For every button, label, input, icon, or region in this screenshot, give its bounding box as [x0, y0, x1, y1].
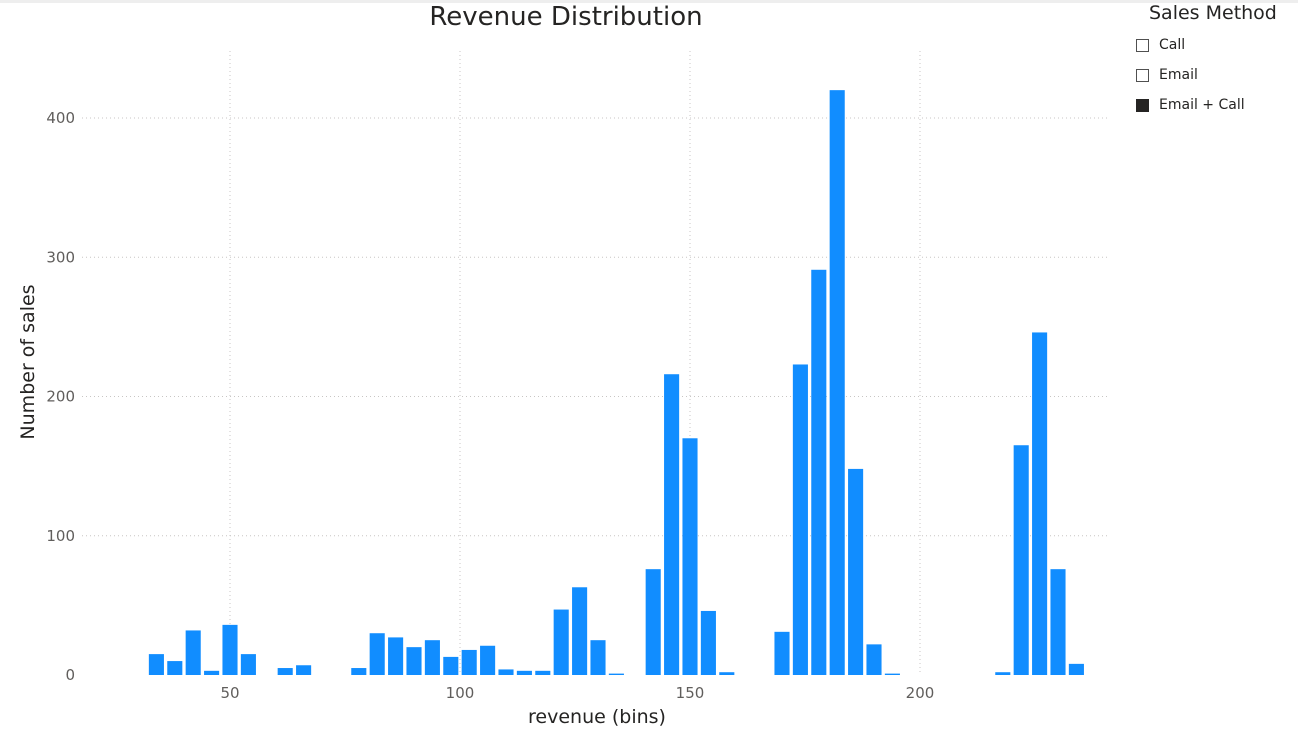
histogram-bar: [535, 670, 551, 675]
histogram-bar: [995, 672, 1011, 675]
legend-item-call[interactable]: Call: [1136, 30, 1296, 60]
histogram-bar: [1068, 663, 1084, 675]
legend-label-email-call: Email + Call: [1159, 97, 1245, 113]
top-edge: [0, 0, 1298, 3]
histogram-bar: [516, 670, 532, 675]
legend-item-email[interactable]: Email: [1136, 60, 1296, 90]
histogram-bar: [461, 649, 477, 675]
histogram-bar: [884, 673, 900, 675]
grid-layer: [82, 51, 1110, 675]
histogram-bar: [682, 438, 698, 675]
x-tick-label: 200: [906, 684, 935, 702]
histogram-bar: [424, 640, 440, 675]
histogram-bar: [645, 569, 661, 675]
y-tick-label: 400: [46, 109, 75, 127]
y-axis-title: Number of sales: [17, 284, 39, 440]
checkbox-email-call[interactable]: [1136, 98, 1149, 112]
x-tick-label: 50: [220, 684, 239, 702]
histogram-bar: [406, 647, 422, 675]
histogram-bar: [369, 633, 385, 675]
bar-layer: [148, 90, 1084, 675]
histogram-bar: [848, 468, 864, 675]
y-tick-label: 0: [65, 666, 75, 684]
histogram-bar: [572, 587, 588, 675]
x-axis-title: revenue (bins): [528, 706, 666, 728]
histogram-bar: [719, 672, 735, 675]
histogram-bar: [700, 610, 716, 675]
x-tick-label: 100: [446, 684, 475, 702]
histogram-bar: [185, 630, 201, 675]
histogram-bar: [664, 374, 680, 675]
histogram-bar: [167, 661, 183, 675]
tick-label-layer: 0 100 200 300 400 50 100 150 200: [46, 109, 934, 702]
legend-label-call: Call: [1159, 37, 1186, 53]
y-tick-label: 200: [46, 388, 75, 406]
checkbox-call[interactable]: [1136, 38, 1149, 52]
y-tick-label: 300: [46, 248, 75, 266]
histogram-bar: [296, 665, 312, 675]
x-tick-label: 150: [676, 684, 705, 702]
histogram-bar: [388, 637, 404, 675]
histogram-bar: [277, 668, 293, 675]
chart-title: Revenue Distribution: [429, 2, 703, 32]
histogram-bar: [811, 269, 827, 675]
legend-item-email-call[interactable]: Email + Call: [1136, 90, 1296, 120]
legend-label-email: Email: [1159, 67, 1198, 83]
histogram-bar: [553, 609, 569, 675]
legend-slicer: Sales Method Call Email Email + Call: [1136, 2, 1296, 120]
histogram-bar: [792, 364, 808, 675]
histogram-bar: [829, 90, 845, 675]
histogram-bar: [480, 645, 496, 675]
legend-title: Sales Method: [1149, 2, 1277, 24]
histogram-bar: [1050, 569, 1066, 675]
histogram-bar: [608, 673, 624, 675]
histogram-bar: [1013, 445, 1029, 675]
histogram-bar: [204, 670, 220, 675]
histogram-bar: [1032, 332, 1048, 675]
y-tick-label: 100: [46, 527, 75, 545]
histogram-bar: [222, 624, 238, 675]
checkbox-email[interactable]: [1136, 68, 1149, 82]
histogram-bar: [351, 668, 367, 675]
histogram-bar: [148, 654, 164, 675]
histogram-bar: [240, 654, 256, 675]
histogram-bar: [590, 640, 606, 675]
histogram-bar: [774, 631, 790, 675]
histogram-bar: [443, 656, 459, 675]
histogram-bar: [866, 644, 882, 675]
histogram-bar: [498, 669, 514, 675]
